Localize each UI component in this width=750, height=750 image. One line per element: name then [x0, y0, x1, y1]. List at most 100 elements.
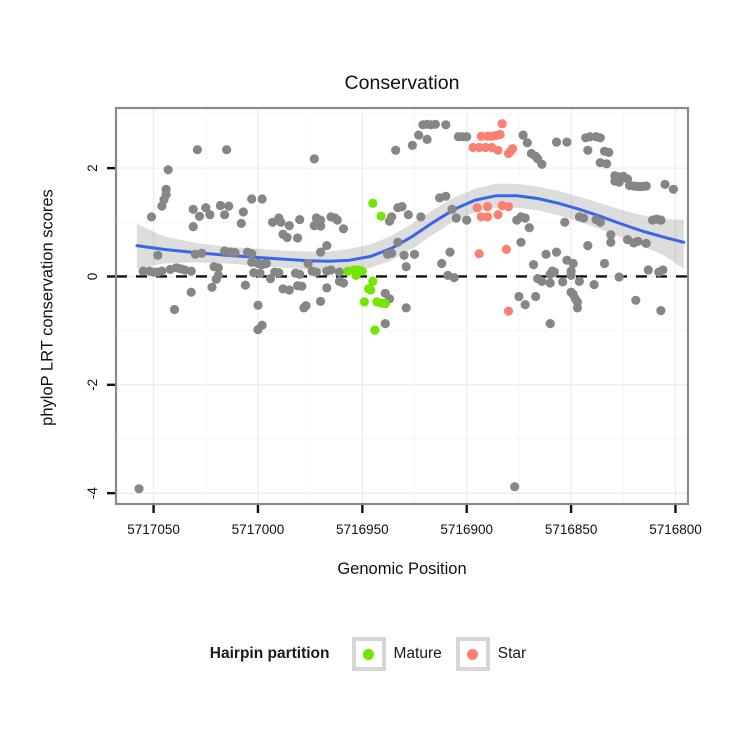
data-point-background	[660, 179, 670, 189]
data-point-background	[558, 277, 568, 287]
data-point-mature	[368, 276, 378, 286]
data-point-background	[197, 248, 207, 258]
data-point-background	[658, 265, 668, 275]
data-point-background	[614, 272, 624, 282]
smooth-confidence-band	[136, 183, 684, 272]
data-point-background	[257, 194, 267, 204]
data-point-background	[545, 319, 555, 329]
data-point-background	[274, 268, 284, 278]
data-point-background	[409, 249, 420, 259]
data-point-background	[380, 319, 390, 329]
legend-key-box-mature	[351, 637, 386, 671]
data-point-background	[401, 303, 411, 313]
data-point-background	[531, 291, 541, 302]
star-dot-icon	[467, 648, 479, 660]
data-point-background	[516, 237, 526, 247]
data-point-background	[606, 230, 616, 240]
data-point-background	[297, 281, 307, 291]
data-point-background	[560, 217, 570, 227]
mature-dot-icon	[363, 648, 374, 660]
data-point-background	[437, 258, 447, 269]
data-point-background	[192, 145, 202, 155]
data-point-background	[253, 300, 263, 310]
data-point-background	[224, 201, 234, 211]
data-point-mature	[351, 270, 361, 280]
data-point-star	[503, 306, 514, 316]
legend-item-star: Star	[455, 637, 527, 671]
data-point-background	[583, 241, 593, 251]
data-point-star	[483, 202, 493, 212]
data-point-star	[493, 145, 503, 155]
data-point-mature	[370, 325, 380, 335]
legend-key-box-star	[455, 637, 490, 671]
data-point-background	[631, 295, 641, 305]
data-point-background	[240, 280, 250, 290]
data-point-star	[495, 129, 505, 140]
data-point-background	[334, 267, 344, 277]
data-point-star	[493, 210, 503, 220]
legend-title: Hairpin partition	[209, 645, 330, 662]
data-point-mature	[376, 211, 386, 221]
data-point-background	[641, 181, 651, 191]
data-point-background	[138, 266, 148, 276]
data-point-background	[163, 165, 173, 175]
data-point-background	[441, 191, 451, 201]
data-point-background	[583, 145, 593, 155]
data-point-background	[284, 285, 294, 295]
data-point-background	[399, 250, 409, 260]
data-point-mature	[368, 198, 378, 208]
data-point-background	[332, 215, 342, 225]
data-point-star	[476, 212, 486, 222]
data-point-background	[316, 247, 326, 257]
data-point-background	[309, 154, 319, 164]
data-point-background	[568, 258, 578, 269]
data-point-background	[447, 204, 457, 214]
data-point-background	[134, 484, 144, 494]
legend-item-mature: Mature	[351, 637, 442, 671]
y-tick-label: 2	[85, 164, 100, 172]
data-point-background	[391, 145, 401, 155]
data-point-background	[169, 304, 180, 315]
x-tick-label: 5716900	[440, 522, 493, 537]
data-point-background	[522, 138, 532, 148]
data-point-background	[261, 258, 271, 269]
data-point-star	[503, 202, 514, 212]
data-point-background	[422, 134, 432, 144]
data-point-background	[451, 213, 461, 223]
data-point-background	[599, 258, 610, 269]
data-point-background	[595, 133, 605, 143]
data-point-background	[338, 278, 349, 288]
data-point-background	[188, 204, 198, 214]
data-point-star	[476, 131, 486, 141]
data-point-background	[207, 282, 217, 292]
x-tick-label: 5716950	[336, 522, 389, 537]
data-point-background	[541, 249, 551, 259]
panel-border	[114, 106, 690, 506]
data-point-background	[236, 218, 246, 228]
data-point-background	[566, 270, 576, 280]
data-point-background	[537, 276, 547, 286]
data-point-background	[574, 276, 585, 286]
legend: Hairpin partition Mature Star	[0, 637, 750, 671]
data-point-background	[551, 137, 562, 147]
data-point-star	[472, 203, 482, 213]
data-point-background	[188, 222, 198, 232]
data-point-background	[257, 320, 267, 330]
data-point-mature	[380, 299, 390, 309]
data-point-background	[595, 217, 605, 227]
data-point-background	[299, 303, 309, 313]
data-point-background	[572, 303, 583, 313]
data-point-background	[194, 211, 205, 221]
data-point-background	[311, 267, 321, 277]
data-point-background	[265, 274, 276, 284]
data-point-star	[474, 249, 484, 259]
data-point-background	[255, 268, 265, 278]
data-point-background	[247, 249, 257, 259]
data-point-background	[157, 201, 167, 211]
data-point-background	[316, 221, 326, 231]
legend-label-star: Star	[497, 645, 527, 662]
data-point-background	[462, 132, 472, 142]
data-point-background	[518, 130, 528, 140]
